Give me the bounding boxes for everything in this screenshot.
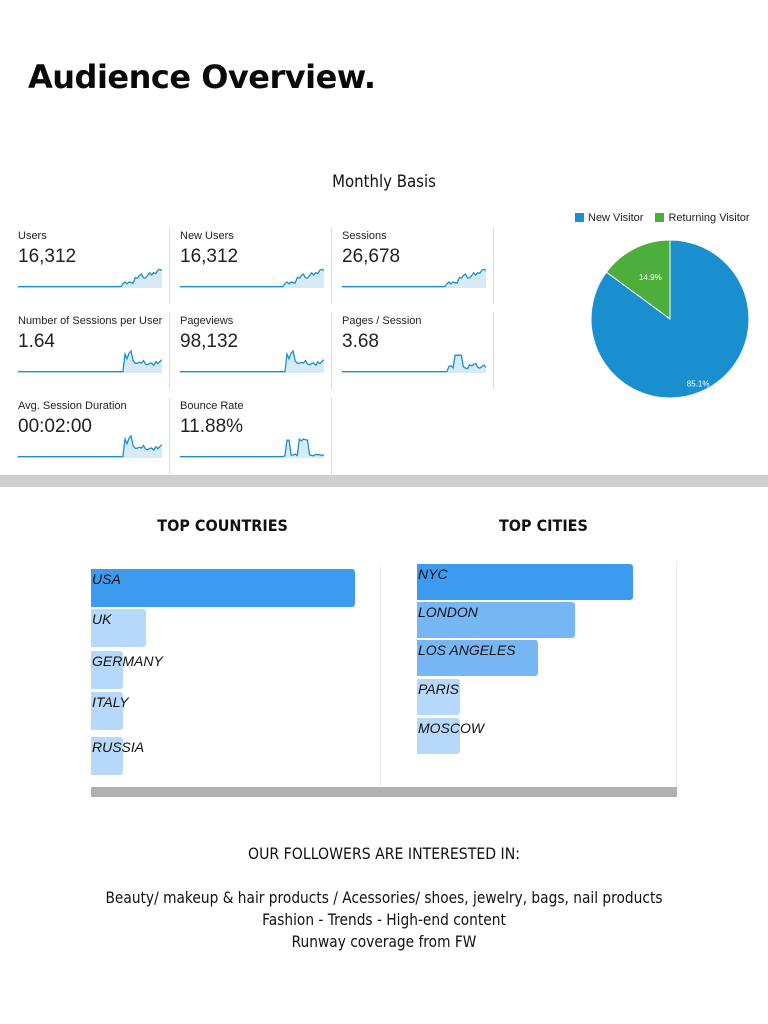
metric-pages-per-session: Pages / Session 3.68 — [332, 313, 494, 389]
pie-slice-returning-visitor — [605, 239, 671, 320]
metric-value: 16,312 — [18, 246, 77, 267]
top-countries-chart: USA UK GERMANY ITALY RUSSIA — [91, 566, 381, 787]
pie-legend: New Visitor Returning Visitor — [575, 212, 750, 224]
metric-avg-session-duration: Avg. Session Duration 00:02:00 — [8, 398, 170, 474]
sparkline-area — [342, 269, 486, 288]
bar-moscow — [417, 718, 461, 754]
bar-label: LOS ANGELES — [418, 642, 516, 658]
bar-label: MOSCOW — [418, 720, 485, 736]
visitor-pie-chart: 14.9% 85.1% — [590, 239, 750, 399]
sparkline-line — [18, 349, 162, 373]
metric-sparkline — [342, 354, 486, 373]
top-countries-title: TOP COUNTRIES — [157, 516, 288, 535]
legend-label: Returning Visitor — [668, 212, 750, 224]
metric-label: Number of Sessions per User — [18, 315, 163, 327]
legend-label: New Visitor — [588, 212, 644, 224]
bar-label: UK — [92, 611, 112, 627]
metric-label: Bounce Rate — [180, 400, 244, 412]
metric-label: New Users — [180, 230, 234, 242]
metric-divider — [493, 228, 494, 304]
bar-germany — [91, 651, 123, 689]
bar-label: RUSSIA — [92, 739, 145, 755]
metric-label: Pageviews — [180, 315, 234, 327]
metric-value: 1.64 — [18, 331, 55, 352]
bar-label: LONDON — [418, 604, 478, 620]
metric-sparkline — [18, 349, 162, 373]
metric-label: Pages / Session — [342, 315, 422, 327]
metric-divider — [331, 398, 332, 474]
metric-sparkline — [180, 437, 324, 458]
legend-swatch — [655, 213, 665, 222]
metric-value: 98,132 — [180, 331, 239, 352]
bar-label: GERMANY — [92, 653, 163, 669]
sparkline-line — [180, 437, 324, 458]
metric-value: 00:02:00 — [18, 416, 92, 437]
sparkline-line — [180, 268, 324, 288]
metric-label: Sessions — [342, 230, 387, 242]
metric-sessions-per-user: Number of Sessions per User 1.64 — [8, 313, 170, 389]
sparkline-area — [342, 355, 486, 373]
legend-item-returning-visitor: Returning Visitor — [655, 212, 750, 224]
metric-value: 16,312 — [180, 246, 239, 267]
sparkline-line — [18, 434, 162, 458]
sparkline-line — [18, 268, 162, 288]
metric-divider — [169, 398, 170, 474]
metric-new-users: New Users 16,312 — [170, 228, 332, 304]
bar-italy — [91, 692, 123, 730]
pie-slice-new-visitor — [590, 239, 750, 399]
metric-value: 26,678 — [342, 246, 401, 267]
bar-uk — [91, 609, 147, 647]
metric-divider — [169, 228, 170, 304]
bar-london — [417, 602, 575, 638]
page-subtitle: Monthly Basis — [332, 172, 436, 192]
legend-swatch — [575, 213, 584, 222]
metric-sparkline — [180, 268, 324, 288]
interest-line: Runway coverage from FW — [291, 932, 477, 951]
metric-sessions: Sessions 26,678 — [332, 228, 494, 304]
metric-pageviews: Pageviews 98,132 — [170, 313, 332, 389]
metric-label: Users — [18, 230, 47, 242]
bar-usa — [91, 569, 355, 607]
metric-value: 11.88% — [180, 416, 244, 437]
metric-divider — [493, 313, 494, 389]
sparkline-line — [342, 268, 486, 288]
bar-paris — [417, 679, 461, 715]
bar-label: PARIS — [418, 681, 459, 697]
metric-divider — [331, 228, 332, 304]
interest-line: Beauty/ makeup & hair products / Acessor… — [105, 888, 663, 907]
metric-sparkline — [18, 268, 162, 288]
interests-list: Beauty/ makeup & hair products / Acessor… — [54, 887, 714, 953]
sparkline-area — [180, 439, 324, 458]
page-title: Audience Overview. — [28, 58, 376, 96]
metric-sparkline — [342, 268, 486, 288]
metric-label: Avg. Session Duration — [18, 400, 127, 412]
pie-slice-label: 85.1% — [687, 380, 710, 389]
pie-slice-label: 14.9% — [639, 273, 662, 282]
bar-los-angeles — [417, 640, 538, 676]
section-divider — [0, 475, 768, 487]
bar-label: NYC — [418, 566, 448, 582]
legend-item-new-visitor: New Visitor — [575, 212, 643, 224]
metric-users: Users 16,312 — [8, 228, 170, 304]
bar-russia — [91, 737, 123, 775]
sparkline-line — [342, 354, 486, 373]
metric-bounce-rate: Bounce Rate 11.88% — [170, 398, 332, 474]
metric-divider — [331, 313, 332, 389]
metric-sparkline — [18, 434, 162, 458]
sparkline-area — [180, 269, 324, 288]
bar-label: ITALY — [92, 694, 129, 710]
top-cities-title: TOP CITIES — [498, 516, 588, 535]
bar-chart-baseline — [91, 787, 677, 797]
interest-line: Fashion - Trends - High-end content — [262, 910, 506, 929]
interests-title: OUR FOLLOWERS ARE INTERESTED IN: — [248, 844, 520, 863]
metric-value: 3.68 — [342, 331, 379, 352]
bar-nyc — [417, 564, 633, 600]
metrics-grid: Users 16,312 New Users 16,312 Sessions 2… — [8, 228, 498, 474]
sparkline-area — [18, 269, 162, 288]
bar-label: USA — [92, 571, 121, 587]
top-cities-chart: NYC LONDON LOS ANGELES PARIS MOSCOW — [417, 562, 677, 787]
sparkline-line — [180, 349, 324, 373]
metric-sparkline — [180, 349, 324, 373]
metric-divider — [169, 313, 170, 389]
